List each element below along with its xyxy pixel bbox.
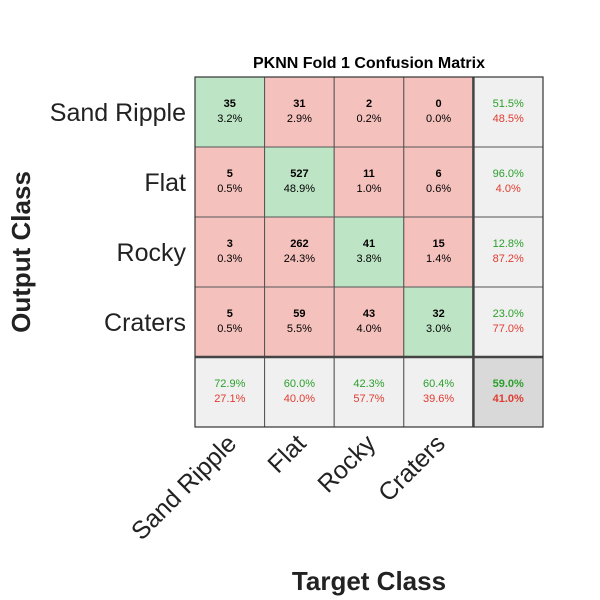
cell-percent: 3.8%: [356, 253, 381, 265]
row-summary-correct: 23.0%: [493, 308, 524, 320]
col-summary-cell: [264, 356, 335, 428]
matrix-border: [194, 76, 544, 428]
matrix-cell-error: [264, 216, 335, 288]
overall-correct: 59.0%: [493, 378, 524, 390]
row-summary-incorrect: 48.5%: [493, 113, 524, 125]
cell-percent: 4.0%: [356, 323, 381, 335]
row-label: Rocky: [117, 239, 187, 267]
x-axis-title: Target Class: [292, 566, 446, 596]
row-summary-incorrect: 4.0%: [496, 183, 521, 195]
matrix-cell-error: [403, 146, 474, 218]
matrix-cell-error: [264, 76, 335, 148]
matrix-cell-error: [194, 146, 266, 218]
cell-count: 31: [293, 98, 305, 110]
col-label: Flat: [262, 429, 311, 478]
row-summary-correct: 51.5%: [493, 98, 524, 110]
row-labels: Sand Ripple Flat Rocky Craters: [50, 99, 187, 337]
cell-percent: 0.0%: [426, 113, 451, 125]
cell-count: 32: [432, 308, 444, 320]
cell-percent: 0.5%: [217, 323, 242, 335]
cell-count: 262: [290, 238, 308, 250]
col-summary-correct: 60.0%: [284, 378, 315, 390]
y-axis-title: Output Class: [6, 171, 36, 333]
matrix-cell-error: [403, 76, 474, 148]
col-label: Rocky: [312, 429, 381, 498]
cell-count: 15: [432, 238, 444, 250]
chart-title: PKNN Fold 1 Confusion Matrix: [253, 55, 485, 72]
col-summary-cell: [194, 356, 266, 428]
cell-percent: 0.3%: [217, 253, 242, 265]
matrix-cell-error: [194, 286, 266, 358]
cell-count: 3: [227, 238, 233, 250]
col-summary-cell: [403, 356, 474, 428]
cell-count: 527: [290, 168, 308, 180]
row-label: Sand Ripple: [50, 99, 186, 127]
cell-count: 5: [227, 308, 233, 320]
row-summary-cell: [472, 216, 544, 288]
row-summary-cell: [472, 286, 544, 358]
col-summary-incorrect: 57.7%: [353, 393, 384, 405]
cell-percent: 24.3%: [284, 253, 315, 265]
cell-percent: 1.0%: [356, 183, 381, 195]
matrix-cells: 353.2%312.9%20.2%00.0%50.5%52748.9%111.0…: [194, 76, 544, 428]
col-summary-incorrect: 40.0%: [284, 393, 315, 405]
matrix-cell-correct: [194, 76, 266, 148]
cell-count: 2: [366, 98, 372, 110]
cell-percent: 1.4%: [426, 253, 451, 265]
cell-count: 0: [436, 98, 442, 110]
row-summary-incorrect: 77.0%: [493, 323, 524, 335]
cell-count: 35: [224, 98, 236, 110]
matrix-cell-error: [403, 216, 474, 288]
cell-count: 11: [363, 168, 375, 180]
row-summary-cell: [472, 76, 544, 148]
matrix-cell-correct: [264, 146, 335, 218]
overall-accuracy-cell: [472, 356, 544, 428]
cell-count: 41: [363, 238, 375, 250]
matrix-cell-error: [264, 286, 335, 358]
cell-percent: 0.2%: [356, 113, 381, 125]
cell-count: 59: [293, 308, 305, 320]
cell-count: 6: [436, 168, 442, 180]
cell-percent: 0.5%: [217, 183, 242, 195]
col-summary-cell: [333, 356, 405, 428]
cell-percent: 3.2%: [217, 113, 242, 125]
col-summary-correct: 60.4%: [423, 378, 454, 390]
col-summary-correct: 42.3%: [353, 378, 384, 390]
matrix-cell-correct: [403, 286, 474, 358]
row-summary-correct: 12.8%: [493, 238, 524, 250]
row-summary-incorrect: 87.2%: [493, 253, 524, 265]
overall-incorrect: 41.0%: [493, 393, 524, 405]
col-label: Craters: [373, 429, 451, 507]
row-summary-cell: [472, 146, 544, 218]
col-summary-incorrect: 27.1%: [214, 393, 245, 405]
col-summary-correct: 72.9%: [214, 378, 245, 390]
cell-percent: 2.9%: [287, 113, 312, 125]
cell-percent: 0.6%: [426, 183, 451, 195]
matrix-cell-correct: [333, 216, 405, 288]
cell-count: 43: [363, 308, 375, 320]
row-label: Craters: [104, 309, 186, 337]
cell-percent: 48.9%: [284, 183, 315, 195]
matrix-cell-error: [333, 76, 405, 148]
col-label: Sand Ripple: [126, 429, 242, 545]
cell-percent: 5.5%: [287, 323, 312, 335]
row-summary-correct: 96.0%: [493, 168, 524, 180]
matrix-cell-error: [333, 146, 405, 218]
col-summary-incorrect: 39.6%: [423, 393, 454, 405]
row-label: Flat: [144, 169, 186, 197]
matrix-cell-error: [194, 216, 266, 288]
cell-count: 5: [227, 168, 233, 180]
cell-percent: 3.0%: [426, 323, 451, 335]
matrix-cell-error: [333, 286, 405, 358]
